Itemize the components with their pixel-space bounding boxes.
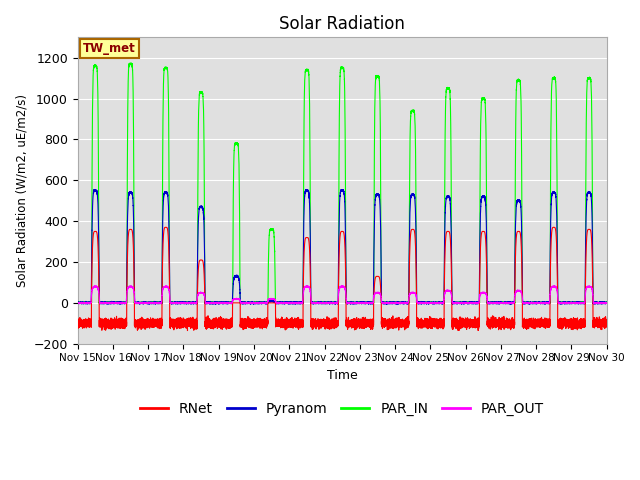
PAR_OUT bbox=[603, 300, 611, 306]
Pyranom bbox=[92, 187, 99, 192]
RNet bbox=[162, 225, 170, 230]
RNet bbox=[102, 320, 109, 326]
PAR_IN bbox=[127, 60, 134, 66]
PAR_IN bbox=[499, 300, 507, 306]
RNet bbox=[486, 320, 493, 325]
X-axis label: Time: Time bbox=[327, 369, 358, 382]
Pyranom bbox=[74, 300, 81, 306]
Text: TW_met: TW_met bbox=[83, 42, 136, 55]
Pyranom bbox=[506, 300, 514, 306]
Line: PAR_OUT: PAR_OUT bbox=[77, 286, 607, 303]
PAR_OUT bbox=[163, 283, 170, 289]
RNet bbox=[184, 328, 191, 334]
Legend: RNet, Pyranom, PAR_IN, PAR_OUT: RNet, Pyranom, PAR_IN, PAR_OUT bbox=[134, 396, 550, 422]
PAR_OUT bbox=[499, 300, 507, 306]
Line: RNet: RNet bbox=[77, 228, 607, 331]
Line: Pyranom: Pyranom bbox=[77, 190, 607, 304]
PAR_IN bbox=[74, 300, 81, 305]
PAR_IN bbox=[102, 300, 109, 306]
Title: Solar Radiation: Solar Radiation bbox=[279, 15, 405, 33]
PAR_OUT bbox=[74, 300, 81, 306]
PAR_OUT bbox=[486, 300, 493, 306]
PAR_OUT bbox=[506, 300, 514, 305]
PAR_IN bbox=[486, 300, 493, 306]
Pyranom bbox=[102, 300, 109, 306]
PAR_IN bbox=[74, 300, 82, 306]
RNet bbox=[74, 325, 81, 331]
RNet bbox=[603, 321, 611, 327]
Y-axis label: Solar Radiation (W/m2, uE/m2/s): Solar Radiation (W/m2, uE/m2/s) bbox=[15, 94, 28, 287]
RNet bbox=[506, 321, 514, 327]
PAR_OUT bbox=[102, 300, 109, 305]
Line: PAR_IN: PAR_IN bbox=[77, 63, 607, 303]
RNet bbox=[499, 323, 507, 328]
Pyranom bbox=[603, 300, 611, 306]
PAR_IN bbox=[506, 300, 514, 305]
PAR_OUT bbox=[412, 291, 419, 297]
Pyranom bbox=[486, 300, 493, 306]
PAR_OUT bbox=[472, 300, 479, 306]
Pyranom bbox=[472, 300, 479, 305]
Pyranom bbox=[83, 301, 91, 307]
Pyranom bbox=[499, 300, 507, 306]
PAR_IN bbox=[412, 138, 419, 144]
PAR_IN bbox=[472, 300, 479, 306]
RNet bbox=[412, 241, 419, 247]
PAR_IN bbox=[603, 300, 611, 306]
Pyranom bbox=[412, 207, 419, 213]
PAR_OUT bbox=[74, 300, 81, 305]
RNet bbox=[472, 322, 479, 327]
